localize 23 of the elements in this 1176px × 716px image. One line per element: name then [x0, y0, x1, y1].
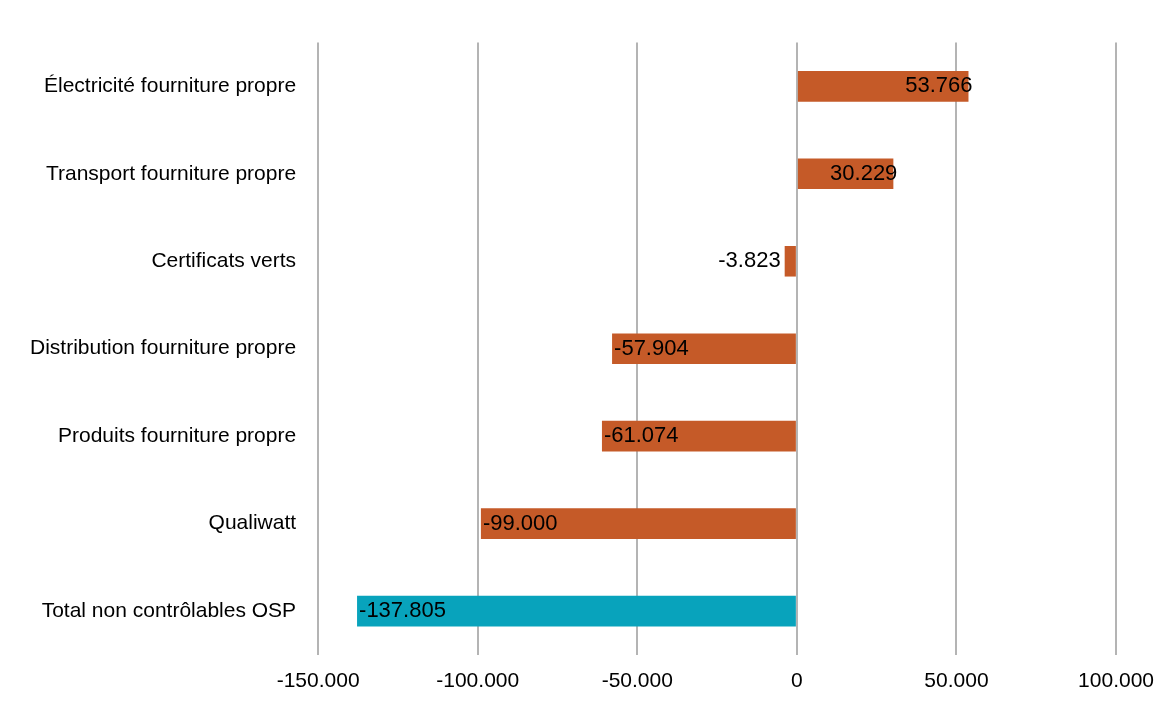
x-tick-label: 50.000 [924, 668, 989, 692]
bar [480, 508, 796, 539]
bar [612, 333, 796, 365]
x-tick-label: 0 [791, 668, 803, 692]
y-tick-label: Transport fourniture propre [45, 160, 297, 184]
y-tick-label: Qualiwatt [208, 510, 297, 534]
bar [601, 420, 796, 452]
bar [784, 245, 796, 277]
data-label: -57.904 [614, 334, 689, 360]
y-tick-label: Produits fourniture propre [57, 422, 297, 446]
data-label: -61.074 [603, 422, 679, 448]
data-label: -137.805 [359, 597, 446, 623]
data-label: -99.000 [482, 509, 558, 535]
y-tick-label: Électricité fourniture propre [44, 73, 297, 97]
bar [357, 595, 796, 627]
y-tick-label: Total non contrôlables OSP [41, 597, 297, 621]
x-tick-label: -150.000 [276, 668, 360, 692]
y-tick-label: Certificats verts [151, 248, 297, 272]
x-tick-label: 100.000 [1078, 668, 1155, 692]
x-tick-label: -50.000 [601, 668, 673, 692]
data-label: -3.823 [718, 247, 781, 273]
x-tick-label: -100.000 [436, 668, 520, 692]
y-tick-label: Distribution fourniture propre [29, 335, 297, 359]
